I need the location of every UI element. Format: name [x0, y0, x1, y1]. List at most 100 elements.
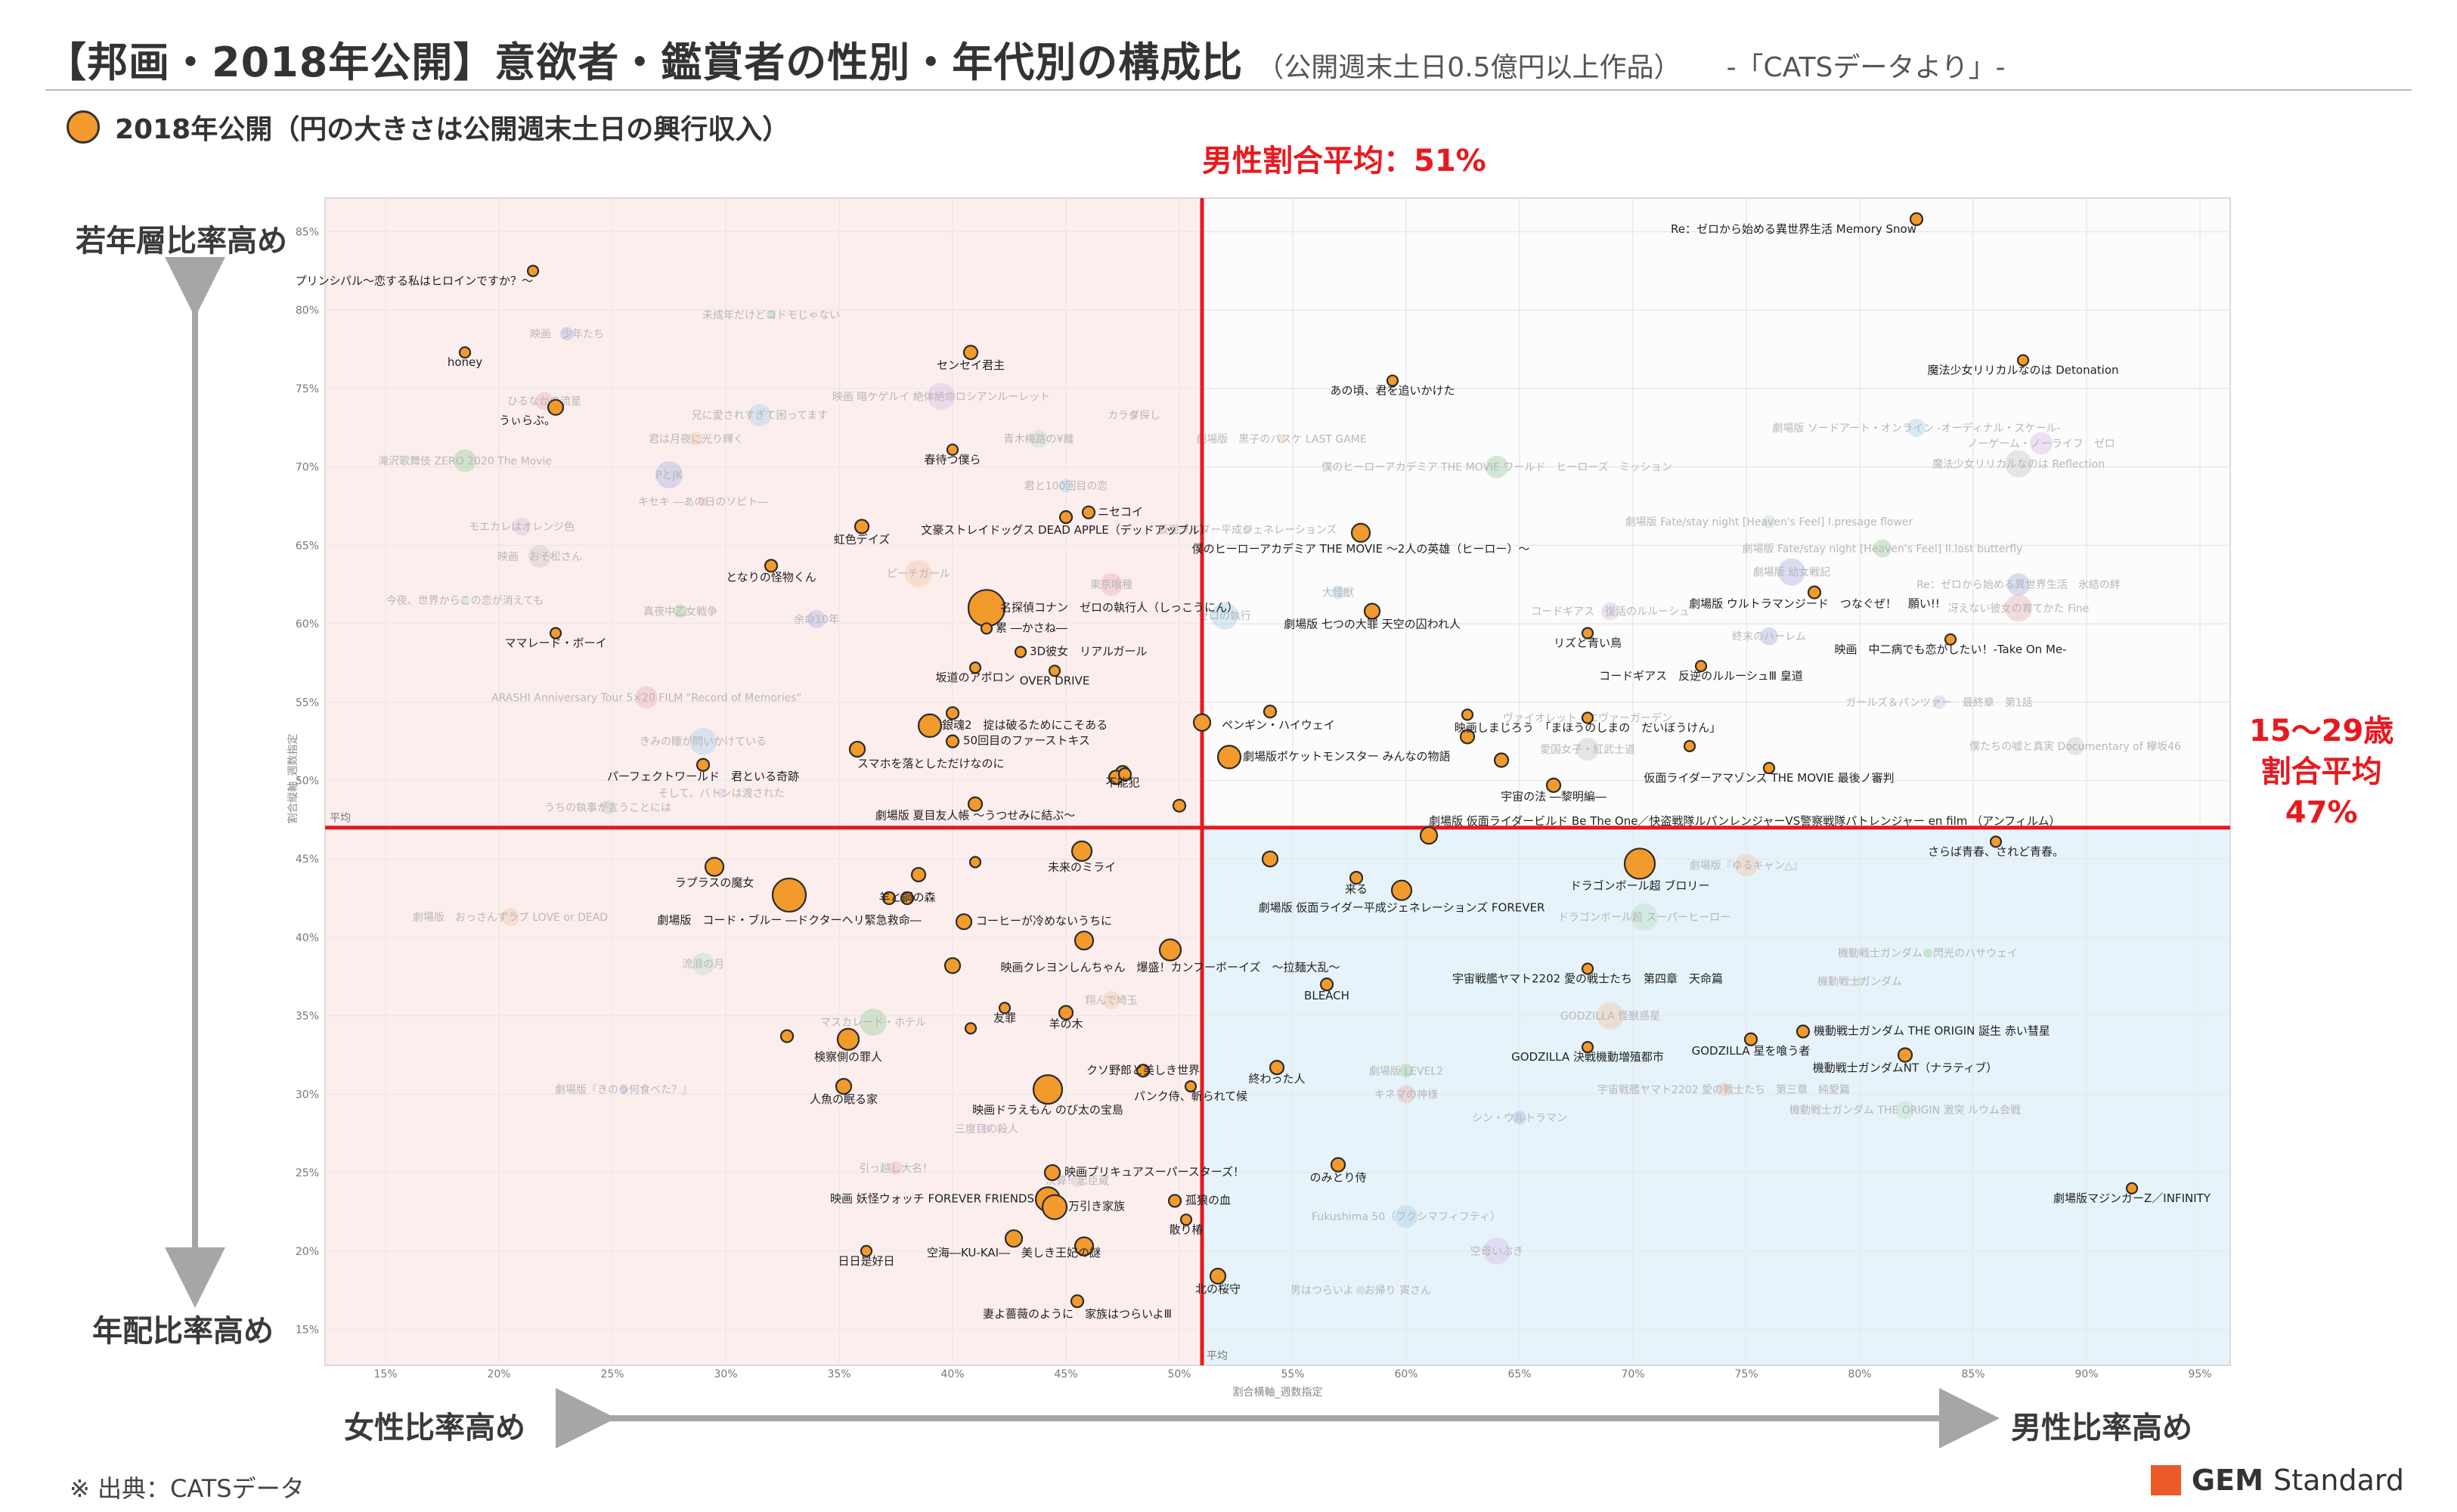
- background-label: ヴァイオレット・エヴァーガーデン: [1503, 712, 1672, 725]
- movie-label: 妻よ薔薇のように 家族はつらいよⅢ: [983, 1307, 1172, 1321]
- movie-label: 劇場版 七つの大罪 天空の囚われ人: [1284, 617, 1461, 631]
- movie-label: プリンシパル〜恋する私はヒロインですか？〜: [295, 274, 533, 287]
- movie-label: あの頃、君を追いかけた: [1330, 384, 1455, 398]
- background-label: ガールズ＆パンツァー 最終章 第1話: [1845, 696, 2033, 709]
- movie-point: [1034, 1186, 1061, 1213]
- movie-point: [1319, 978, 1334, 992]
- movie-point: [962, 345, 979, 361]
- axis-caption-left: 女性比率高め: [344, 1411, 525, 1445]
- background-point: [1243, 525, 1252, 534]
- movie-point: [881, 891, 897, 906]
- background-label: Fukushima 50（フクシマフィフティ）: [1312, 1211, 1501, 1223]
- background-label: キネマの神様: [1374, 1089, 1438, 1101]
- movie-label: GODZILLA 星を喰う者: [1692, 1044, 1811, 1058]
- x-tick-label: 90%: [2074, 1368, 2098, 1380]
- brand-mark-icon: [2150, 1465, 2181, 1495]
- background-label: 今夜、世界からこの恋が消えても: [386, 594, 544, 607]
- movie-point: [900, 891, 915, 906]
- movie-point: [1419, 826, 1439, 845]
- background-label: きみの瞳が問いかけている: [640, 736, 767, 748]
- movie-label: 機動戦士ガンダム THE ORIGIN 誕生 赤い彗星: [1814, 1024, 2050, 1037]
- movie-point: [1743, 1032, 1758, 1046]
- background-label: 機動戦士ガンダム: [1817, 976, 1902, 988]
- movie-label: ドラゴンボール超 ブロリー: [1570, 878, 1710, 892]
- movie-label: 坂道のアポロン: [935, 671, 1015, 684]
- movie-point: [1581, 711, 1594, 724]
- movie-label: 終わった人: [1248, 1072, 1305, 1086]
- source-tag: -「CATSデータより」-: [1726, 52, 2006, 83]
- movie-point: [836, 1027, 860, 1051]
- background-point: [2030, 432, 2053, 455]
- background-label: 余命10年: [794, 613, 839, 626]
- movie-point: [1114, 765, 1131, 781]
- movie-point: [1167, 1194, 1182, 1208]
- background-label: 愛国女子・紅武士道: [1540, 743, 1635, 756]
- movie-point: [1014, 646, 1027, 658]
- movie-point: [1209, 1267, 1227, 1285]
- movie-point: [1263, 705, 1278, 719]
- background-point: [655, 461, 683, 489]
- movie-label: BLEACH: [1304, 989, 1349, 1002]
- male-zone: [1202, 827, 2230, 1365]
- movie-label: 散り椿: [1169, 1222, 1203, 1236]
- movie-point: [1179, 1213, 1193, 1226]
- axis-caption-bottom: 年配比率高め: [92, 1314, 274, 1349]
- background-label: カラダ探し: [1108, 410, 1160, 422]
- background-label: 空母いぶき: [1470, 1246, 1523, 1258]
- footer-note: ※ 出典：CATSデータ: [70, 1474, 305, 1503]
- movie-point: [1158, 938, 1182, 962]
- background-point: [501, 907, 519, 926]
- movie-label: 未来のミライ: [1048, 860, 1116, 874]
- movie-label: 銀魂2 掟は破るためにこそある: [942, 718, 1108, 732]
- movie-label: コーヒーが冷めないうちに: [976, 914, 1112, 928]
- background-point: [535, 392, 553, 411]
- movie-point: [968, 662, 982, 674]
- background-label: キセキ ―あの日のソビト―: [638, 496, 768, 508]
- background-point: [1100, 573, 1123, 596]
- movie-point: [860, 1244, 873, 1257]
- movie-label: 劇場版 コード・ブルー ―ドクターヘリ緊急救命―: [657, 913, 921, 927]
- background-point: [601, 800, 615, 814]
- movie-label: 映画クレヨンしんちゃん 爆盛！カンフーボーイズ 〜拉麺大乱〜: [1000, 961, 1340, 974]
- movie-point: [1074, 1236, 1095, 1256]
- background-point: [674, 604, 687, 618]
- movie-point: [1545, 777, 1562, 793]
- background-label: うちの執事が言うことには: [544, 802, 671, 814]
- movie-label: 映画 中二病でも恋がしたい！-Take On Me-: [1834, 643, 2066, 656]
- background-label: ノーゲーム・ノーライフ ゼロ: [1967, 438, 2115, 451]
- movie-point: [1459, 729, 1476, 745]
- movie-point: [968, 856, 982, 869]
- movie-point: [1058, 510, 1074, 525]
- movie-label: センセイ君主: [937, 358, 1005, 372]
- movie-label: 仮面ライダーアマゾンズ THE MOVIE 最後ノ審判: [1644, 771, 1894, 785]
- movie-point: [1694, 659, 1708, 673]
- y-tick-label: 15%: [296, 1325, 319, 1337]
- background-label: Re：ゼロから始める異世界生活 氷結の絆: [1916, 579, 2121, 591]
- movie-point: [1192, 713, 1212, 732]
- movie-label: リズと青い鳥: [1554, 637, 1622, 650]
- movie-point: [848, 740, 866, 758]
- y-tick-label: 25%: [296, 1167, 319, 1179]
- x-tick-label: 85%: [1961, 1368, 1984, 1380]
- background-point: [1513, 1111, 1526, 1125]
- movie-point: [1350, 522, 1371, 543]
- background-label: 終末のハーレム: [1732, 631, 1806, 643]
- movie-label: 僕のヒーローアカデミア THE MOVIE 〜2人の英雄（ヒーロー）〜: [1192, 542, 1530, 556]
- movie-point: [998, 1002, 1012, 1015]
- movie-label: 劇場版 夏目友人帳 〜うつせみに結ぶ〜: [875, 809, 1076, 823]
- page-title: 【邦画・2018年公開】意欲者・鑑賞者の性別・年代別の構成比: [45, 39, 1244, 86]
- y-tick-label: 45%: [296, 854, 319, 866]
- movie-label: 映画ドラえもん のび太の宝島: [972, 1103, 1123, 1117]
- background-label: 流浪の月: [682, 959, 724, 971]
- page-subtitle: （公開週末土日0.5億円以上作品）: [1256, 52, 1681, 83]
- x-tick-label: 65%: [1507, 1368, 1531, 1380]
- background-point: [2005, 450, 2032, 478]
- movie-point: [1004, 1229, 1024, 1248]
- movie-point: [1330, 1157, 1346, 1173]
- background-label: 劇場版 Fate/stay night [Heaven's Feel] I.pr…: [1625, 516, 1913, 528]
- background-label: 僕のヒーローアカデミア THE MOVIE ワールド ヒーローズ ミッション: [1321, 461, 1672, 474]
- female-zone: [325, 198, 1202, 1365]
- background-label: 映画 少年たち: [530, 328, 604, 340]
- background-label: 劇場版 Fate/stay night [Heaven's Feel] II.l…: [1743, 544, 2023, 556]
- movie-point: [764, 559, 779, 573]
